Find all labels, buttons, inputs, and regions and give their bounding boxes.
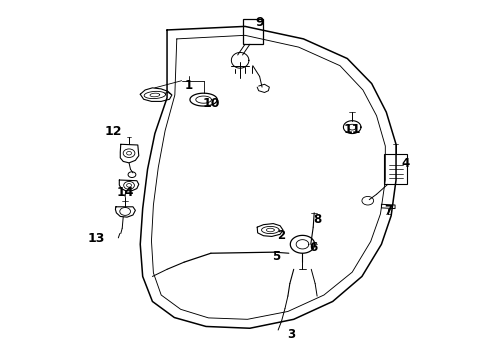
Circle shape <box>126 184 131 187</box>
Text: 6: 6 <box>309 241 318 255</box>
Text: 12: 12 <box>105 125 122 138</box>
Text: 5: 5 <box>272 250 281 263</box>
FancyBboxPatch shape <box>243 18 263 44</box>
Text: 4: 4 <box>402 157 410 170</box>
Text: 11: 11 <box>343 123 361 136</box>
Text: 9: 9 <box>255 16 264 29</box>
Text: 14: 14 <box>117 186 134 199</box>
Circle shape <box>128 172 136 177</box>
Text: 1: 1 <box>185 79 193 92</box>
Text: 13: 13 <box>88 233 105 246</box>
Circle shape <box>120 207 130 215</box>
FancyBboxPatch shape <box>384 154 407 184</box>
Circle shape <box>123 181 134 189</box>
Text: 8: 8 <box>313 213 321 226</box>
Text: 3: 3 <box>287 328 295 341</box>
Circle shape <box>123 149 135 157</box>
Circle shape <box>126 152 131 155</box>
Text: 7: 7 <box>385 204 393 217</box>
Circle shape <box>362 197 374 205</box>
Text: 2: 2 <box>277 229 286 242</box>
Text: 10: 10 <box>202 97 220 110</box>
